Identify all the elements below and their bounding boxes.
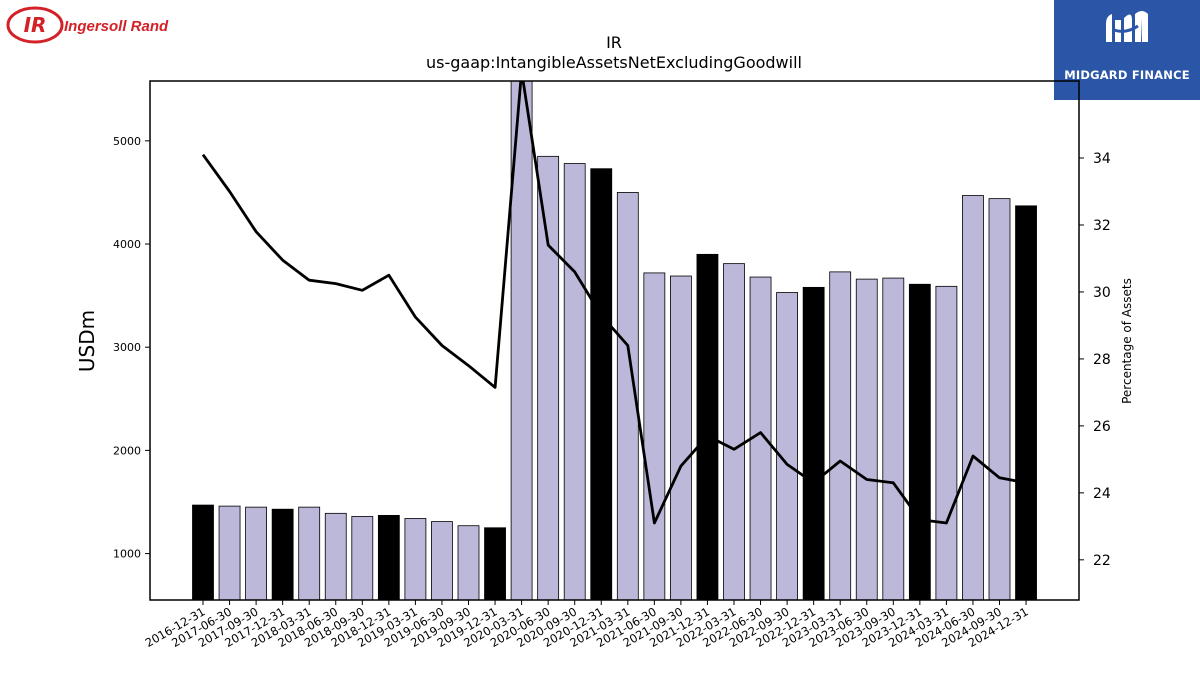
bar xyxy=(324,512,347,600)
y2-tick-label: 28 xyxy=(1093,352,1111,368)
bar xyxy=(245,506,268,600)
bar xyxy=(670,275,692,600)
y-axis-label: USDm xyxy=(75,310,99,372)
bar xyxy=(855,278,878,600)
percentage-line xyxy=(201,81,1027,525)
y-tick-label: 1000 xyxy=(113,548,141,561)
y2-tick-label: 30 xyxy=(1093,285,1111,301)
right-axis: 22 24 26 28 30 32 34 xyxy=(1079,151,1111,569)
y-tick-label: 2000 xyxy=(113,444,141,457)
bar xyxy=(218,505,241,600)
y2-axis-label: Percentage of Assets xyxy=(1120,278,1134,404)
bar xyxy=(776,292,798,600)
bar xyxy=(616,192,639,600)
bar xyxy=(829,271,852,600)
ingersoll-rand-wordmark: Ingersoll Rand xyxy=(64,18,169,35)
y2-tick-label: 34 xyxy=(1093,151,1111,167)
y2-tick-label: 32 xyxy=(1093,218,1111,234)
bar xyxy=(563,163,586,600)
y-tick-label: 4000 xyxy=(113,238,141,251)
bar xyxy=(484,527,506,600)
bar xyxy=(510,81,533,600)
y-tick-label: 3000 xyxy=(113,341,141,354)
ir-emblem-icon: IR xyxy=(6,6,64,44)
bar xyxy=(723,263,745,600)
bar xyxy=(908,283,931,600)
bar xyxy=(962,195,984,600)
left-axis: 1000 2000 3000 4000 5000 xyxy=(113,135,150,561)
bar xyxy=(802,286,825,600)
midgard-wordmark: MIDGARD FINANCE xyxy=(1064,68,1190,82)
y2-tick-label: 22 xyxy=(1093,553,1111,569)
ir-emblem-text: IR xyxy=(24,13,47,37)
bar xyxy=(351,516,374,600)
midgard-emblem-icon xyxy=(1106,11,1148,42)
y2-tick-label: 26 xyxy=(1093,419,1111,435)
bar xyxy=(431,521,453,600)
y-tick-label: 5000 xyxy=(113,135,141,148)
bar xyxy=(1015,205,1037,600)
bar xyxy=(696,253,719,600)
bar xyxy=(457,525,480,600)
bar xyxy=(298,506,321,600)
ingersoll-rand-logo: IR Ingersoll Rand xyxy=(6,6,176,44)
chart-title: IR xyxy=(606,33,622,52)
bar xyxy=(590,168,613,600)
bar xyxy=(377,514,400,600)
bar xyxy=(935,285,958,600)
bar xyxy=(882,277,905,600)
bar xyxy=(404,518,427,600)
plot-frame xyxy=(149,80,1080,601)
bar xyxy=(537,155,560,600)
y2-tick-label: 24 xyxy=(1093,486,1111,502)
bar-series xyxy=(192,81,1037,600)
bar xyxy=(643,272,666,600)
line-series xyxy=(201,81,1027,525)
bar xyxy=(271,508,294,600)
bar xyxy=(988,198,1011,600)
chart-subtitle: us-gaap:IntangibleAssetsNetExcludingGood… xyxy=(426,53,802,72)
x-axis: 2016-12-312017-06-302017-09-302017-12-31… xyxy=(143,600,1031,650)
bar xyxy=(192,504,214,600)
